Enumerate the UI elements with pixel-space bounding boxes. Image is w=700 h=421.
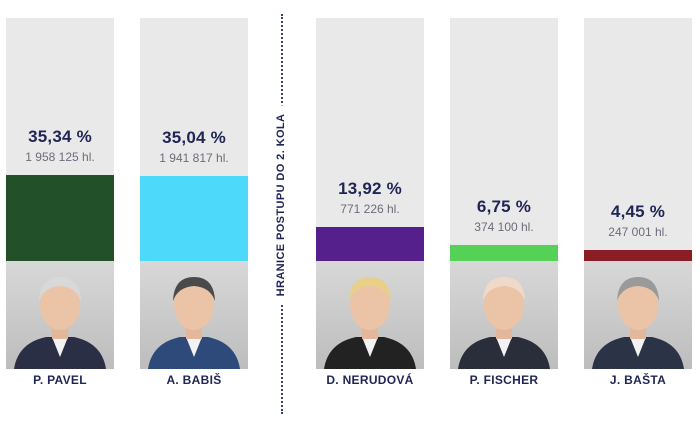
candidate-portrait-image	[584, 261, 692, 369]
candidate-name: J. BAŠTA	[609, 373, 667, 387]
bar-column: 35,04 % 1 941 817 hl.	[140, 18, 248, 261]
candidate-portrait-image	[450, 261, 558, 369]
bar-column: 35,34 % 1 958 125 hl.	[6, 18, 114, 261]
bar-value-label: 4,45 %	[610, 202, 666, 222]
bar-column: 6,75 % 374 100 hl.	[450, 18, 558, 261]
candidate-portrait-image	[140, 261, 248, 369]
candidate-name: A. BABIŠ	[166, 373, 222, 387]
bar-votes-label: 771 226 hl.	[340, 202, 400, 217]
candidate-name: P. FISCHER	[469, 373, 539, 387]
bar-value-label: 35,04 %	[162, 127, 226, 147]
candidate-portrait-image	[316, 261, 424, 369]
candidate-name: D. NERUDOVÁ	[326, 373, 414, 387]
bar-column: 4,45 % 247 001 hl.	[584, 18, 692, 261]
bar	[6, 175, 114, 261]
candidate-name: P. PAVEL	[33, 373, 87, 387]
bar-column: 13,92 % 771 226 hl.	[316, 18, 424, 261]
bar	[316, 227, 424, 261]
bar	[450, 244, 558, 261]
bar-votes-label: 1 941 817 hl.	[159, 150, 229, 165]
candidate-portrait-image	[6, 261, 114, 369]
bar-votes-label: 247 001 hl.	[608, 225, 668, 240]
bar-value-label: 35,34 %	[28, 127, 92, 147]
bar	[140, 175, 248, 261]
bar-value-label: 13,92 %	[338, 179, 402, 199]
bar-votes-label: 1 958 125 hl.	[25, 150, 95, 165]
threshold-label: HRANICE POSTUPU DO 2. KOLA	[275, 105, 287, 305]
bar	[584, 250, 692, 261]
bar-value-label: 6,75 %	[476, 196, 532, 216]
bar-votes-label: 374 100 hl.	[474, 219, 534, 234]
